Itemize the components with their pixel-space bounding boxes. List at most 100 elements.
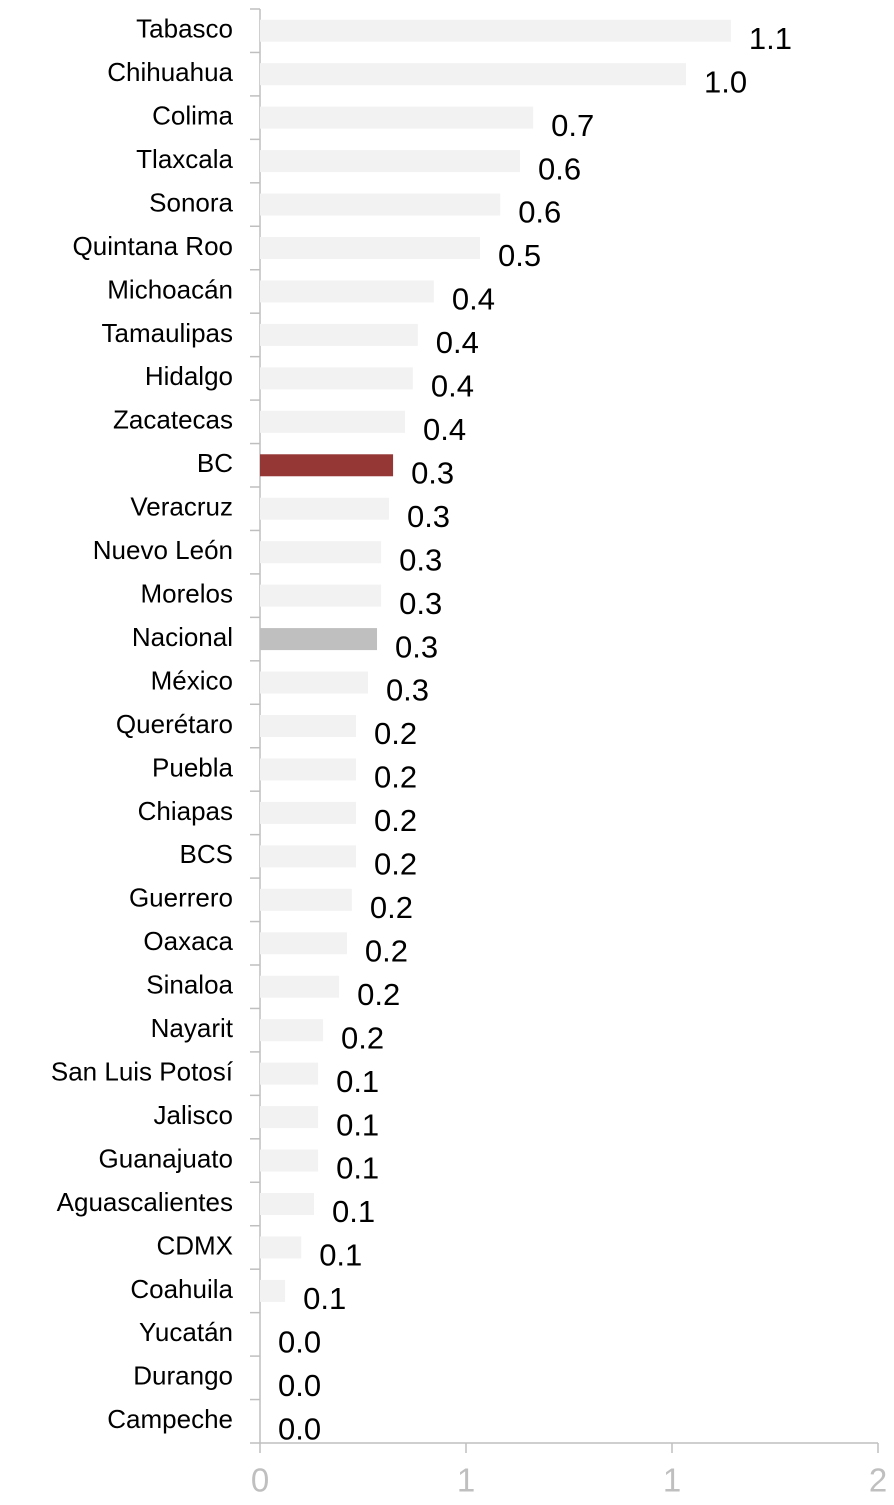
value-label: 0.2	[357, 977, 400, 1012]
bar	[260, 63, 687, 86]
value-label: 0.2	[370, 890, 413, 925]
value-label: 0.3	[399, 586, 442, 621]
bar	[260, 671, 368, 694]
bar	[260, 541, 382, 564]
value-label: 0.4	[436, 325, 479, 360]
bar	[260, 323, 418, 346]
value-label: 0.6	[538, 151, 581, 186]
bar	[260, 845, 356, 868]
category-label: Michoacán	[107, 274, 233, 304]
bar	[260, 106, 534, 129]
bar	[260, 280, 434, 303]
bar	[260, 715, 356, 737]
bar	[260, 932, 347, 955]
value-label: 0.0	[278, 1411, 321, 1446]
bar	[260, 584, 382, 607]
category-label: Quintana Roo	[73, 231, 233, 261]
x-tick-label: 1	[663, 1462, 681, 1499]
category-label: Nacional	[132, 622, 233, 652]
bar	[260, 454, 394, 477]
bar	[260, 801, 356, 824]
value-label: 0.4	[452, 282, 495, 317]
category-label: Durango	[133, 1361, 233, 1391]
category-label: BC	[197, 448, 233, 478]
category-label: BCS	[180, 839, 233, 869]
category-label: Guerrero	[129, 883, 233, 913]
category-label: Tamaulipas	[101, 318, 233, 348]
category-label: Coahuila	[130, 1274, 233, 1304]
category-label: San Luis Potosí	[51, 1057, 234, 1087]
value-label: 0.0	[278, 1368, 321, 1403]
x-tick-label: 1	[457, 1462, 475, 1499]
value-label: 0.4	[431, 369, 474, 404]
category-label: CDMX	[156, 1230, 233, 1260]
bar	[260, 410, 406, 433]
x-tick-label: 2	[869, 1462, 887, 1499]
category-label: Nuevo León	[93, 535, 233, 565]
category-label: Zacatecas	[113, 405, 233, 435]
category-label: Veracruz	[130, 492, 233, 522]
value-label: 0.1	[336, 1151, 379, 1186]
bar	[260, 1106, 319, 1129]
bar	[260, 193, 501, 216]
bar	[260, 150, 520, 173]
value-label: 0.2	[374, 803, 417, 838]
category-label: Tlaxcala	[136, 144, 233, 174]
bar	[260, 1149, 319, 1172]
bar	[260, 19, 731, 42]
bar	[260, 628, 378, 651]
value-label: 0.1	[332, 1194, 375, 1229]
value-label: 0.2	[365, 933, 408, 968]
bar	[260, 1279, 286, 1302]
value-label: 0.6	[518, 195, 561, 230]
category-label: Colima	[152, 101, 233, 131]
value-label: 0.2	[374, 716, 417, 751]
bar	[260, 237, 481, 259]
category-label: Tabasco	[136, 14, 233, 44]
value-label: 0.3	[399, 542, 442, 577]
category-label: México	[151, 665, 233, 695]
category-label: Chihuahua	[107, 57, 233, 87]
value-label: 0.2	[374, 760, 417, 795]
value-label: 0.2	[341, 1020, 384, 1055]
category-label: Querétaro	[116, 709, 233, 739]
value-label: 0.3	[407, 499, 450, 534]
bar	[260, 888, 352, 911]
bar	[260, 975, 340, 998]
category-label: Sonora	[149, 187, 233, 217]
category-label: Chiapas	[138, 796, 233, 826]
bar	[260, 367, 413, 390]
bar	[260, 497, 389, 520]
value-label: 0.3	[395, 629, 438, 664]
x-tick-label: 0	[251, 1462, 269, 1499]
value-label: 0.1	[336, 1064, 379, 1099]
category-label: Puebla	[152, 752, 233, 782]
value-label: 0.3	[386, 673, 429, 708]
value-label: 0.7	[551, 108, 594, 143]
value-label: 1.1	[749, 21, 792, 56]
category-label: Nayarit	[151, 1013, 234, 1043]
category-label: Yucatán	[139, 1317, 233, 1347]
category-label: Jalisco	[154, 1100, 233, 1130]
category-label: Hidalgo	[145, 361, 233, 391]
value-label: 0.3	[411, 455, 454, 490]
value-label: 0.4	[423, 412, 466, 447]
category-label: Aguascalientes	[57, 1187, 233, 1217]
category-label: Sinaloa	[146, 970, 233, 1000]
value-label: 0.1	[319, 1238, 362, 1273]
category-label: Morelos	[141, 579, 233, 609]
value-label: 0.1	[303, 1281, 346, 1316]
value-label: 0.2	[374, 847, 417, 882]
category-label: Campeche	[107, 1404, 233, 1434]
bar	[260, 1193, 314, 1215]
category-label: Guanajuato	[99, 1143, 233, 1173]
value-label: 0.5	[498, 238, 541, 273]
bar	[260, 758, 356, 781]
category-label: Oaxaca	[143, 926, 233, 956]
bar	[260, 1062, 319, 1085]
value-label: 0.1	[336, 1107, 379, 1142]
value-label: 0.0	[278, 1325, 321, 1360]
value-label: 1.0	[704, 64, 747, 99]
bar	[260, 1236, 302, 1259]
